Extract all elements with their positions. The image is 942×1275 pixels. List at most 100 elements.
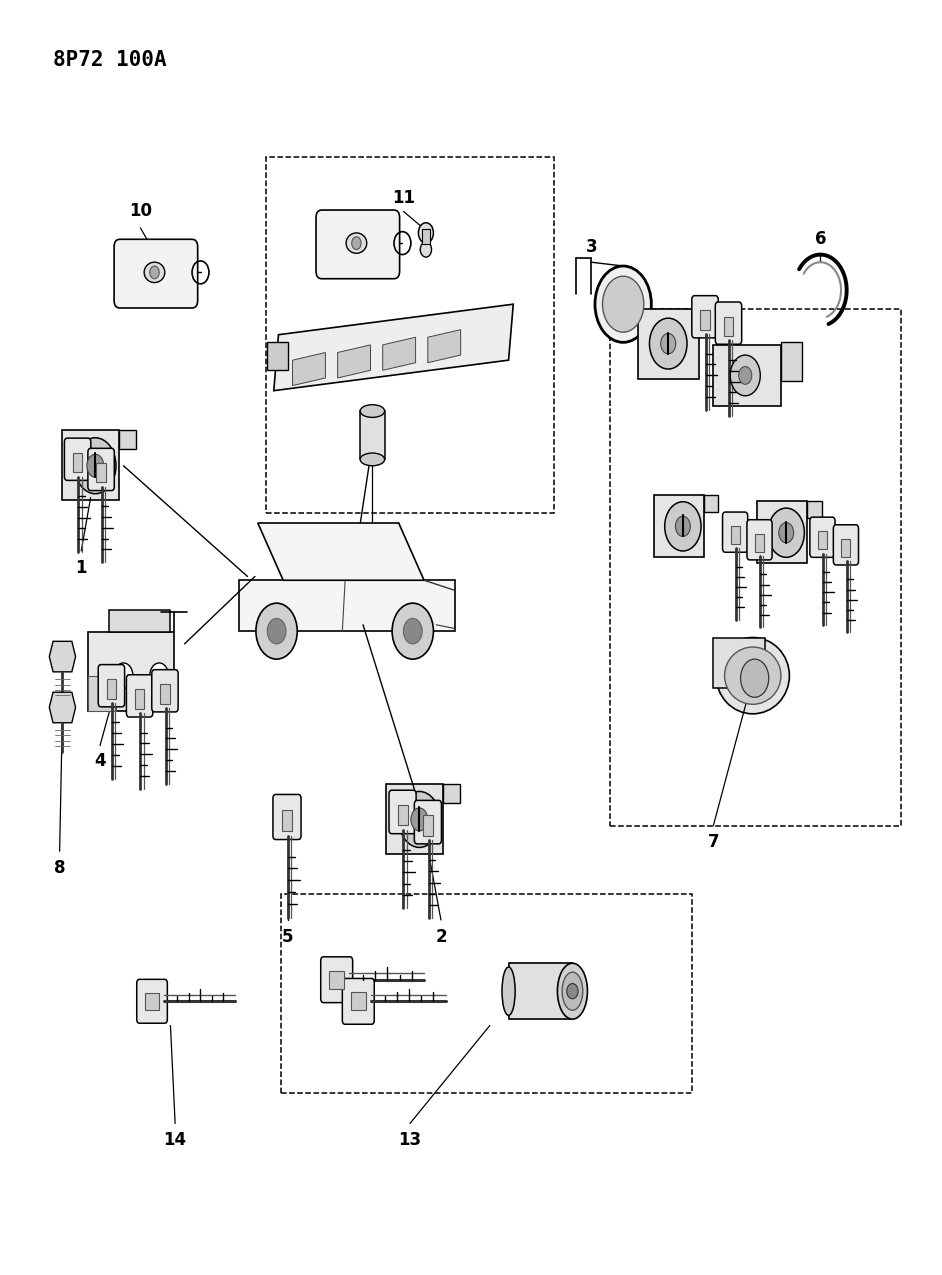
Text: 8: 8: [54, 859, 65, 877]
Text: 3: 3: [585, 238, 597, 256]
Circle shape: [603, 277, 643, 333]
FancyBboxPatch shape: [137, 979, 168, 1024]
Polygon shape: [428, 330, 461, 362]
Bar: [509, 963, 573, 1019]
Text: 1: 1: [75, 558, 87, 576]
Ellipse shape: [360, 404, 384, 417]
FancyBboxPatch shape: [342, 978, 374, 1024]
Circle shape: [150, 266, 159, 279]
Bar: [268, 343, 288, 370]
Bar: [757, 501, 807, 564]
FancyBboxPatch shape: [691, 296, 718, 338]
Ellipse shape: [724, 646, 781, 704]
FancyBboxPatch shape: [747, 520, 772, 560]
FancyBboxPatch shape: [98, 664, 124, 706]
Bar: [145, 993, 159, 1010]
Text: 2: 2: [435, 928, 447, 946]
Bar: [700, 310, 710, 330]
Polygon shape: [443, 784, 460, 803]
Circle shape: [398, 792, 440, 848]
Polygon shape: [382, 338, 415, 370]
Text: 10: 10: [129, 203, 152, 221]
Circle shape: [150, 663, 169, 688]
Bar: [610, 310, 901, 826]
Circle shape: [420, 242, 431, 258]
Bar: [106, 680, 116, 699]
Bar: [109, 609, 171, 632]
Circle shape: [418, 223, 433, 244]
Ellipse shape: [144, 263, 165, 283]
Polygon shape: [337, 346, 370, 377]
FancyBboxPatch shape: [389, 790, 416, 834]
Bar: [818, 532, 827, 550]
Polygon shape: [293, 352, 325, 385]
FancyBboxPatch shape: [316, 210, 399, 279]
Bar: [422, 230, 430, 245]
FancyBboxPatch shape: [64, 439, 90, 481]
Text: 11: 11: [392, 190, 414, 208]
Circle shape: [74, 437, 116, 493]
FancyBboxPatch shape: [320, 956, 352, 1002]
Circle shape: [114, 663, 133, 688]
Circle shape: [675, 516, 690, 537]
Text: 5: 5: [282, 928, 294, 946]
Bar: [282, 895, 691, 1093]
Polygon shape: [274, 305, 513, 390]
FancyBboxPatch shape: [273, 794, 301, 839]
Bar: [88, 676, 116, 711]
Polygon shape: [258, 523, 424, 580]
Bar: [135, 690, 144, 709]
Bar: [841, 539, 851, 557]
Bar: [781, 343, 802, 380]
Bar: [329, 970, 344, 988]
Bar: [282, 810, 292, 831]
Circle shape: [595, 266, 651, 343]
Circle shape: [740, 659, 769, 697]
Circle shape: [730, 354, 760, 395]
Circle shape: [660, 334, 675, 353]
FancyBboxPatch shape: [810, 518, 835, 557]
Bar: [713, 346, 781, 405]
Circle shape: [649, 319, 687, 368]
Bar: [386, 784, 443, 854]
Circle shape: [411, 808, 428, 831]
Bar: [755, 534, 764, 552]
Bar: [88, 632, 174, 711]
FancyBboxPatch shape: [88, 449, 114, 491]
Bar: [713, 638, 765, 688]
FancyBboxPatch shape: [114, 240, 198, 309]
Polygon shape: [807, 501, 821, 518]
Bar: [654, 495, 704, 557]
Text: 9: 9: [350, 210, 363, 228]
Circle shape: [392, 603, 433, 659]
FancyBboxPatch shape: [152, 669, 178, 711]
Polygon shape: [119, 430, 136, 449]
Ellipse shape: [360, 453, 384, 465]
Text: 14: 14: [164, 1131, 187, 1149]
Polygon shape: [239, 580, 455, 631]
Text: 8P72 100A: 8P72 100A: [53, 50, 167, 70]
Bar: [62, 430, 119, 500]
Circle shape: [779, 523, 794, 543]
FancyBboxPatch shape: [414, 801, 442, 844]
Circle shape: [256, 603, 298, 659]
Ellipse shape: [716, 638, 789, 714]
Bar: [731, 527, 739, 544]
Bar: [360, 411, 384, 459]
Circle shape: [87, 454, 104, 477]
Circle shape: [768, 509, 804, 557]
Ellipse shape: [346, 233, 366, 254]
Circle shape: [403, 618, 422, 644]
Bar: [638, 310, 699, 379]
Bar: [73, 453, 82, 472]
Polygon shape: [704, 495, 719, 511]
FancyBboxPatch shape: [715, 302, 741, 344]
Ellipse shape: [562, 972, 583, 1010]
Bar: [423, 816, 433, 835]
Bar: [398, 806, 408, 825]
Text: 13: 13: [398, 1131, 421, 1149]
Ellipse shape: [558, 963, 588, 1019]
Ellipse shape: [502, 966, 515, 1015]
Circle shape: [739, 366, 752, 384]
Circle shape: [665, 502, 701, 551]
